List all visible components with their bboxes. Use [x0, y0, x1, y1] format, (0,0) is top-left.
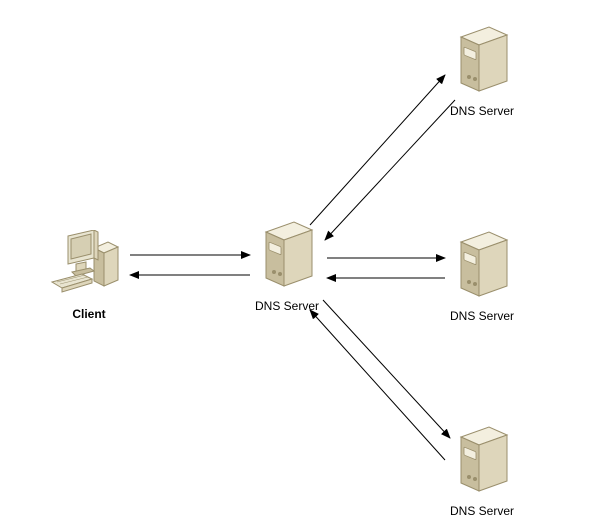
server-icon — [451, 425, 513, 495]
server-icon — [451, 25, 513, 95]
node-dns_bot: DNS Server — [450, 425, 514, 518]
server-icon — [451, 230, 513, 300]
edge-dns_center_BR-dns_bot_TL — [323, 300, 450, 438]
node-label-dns_bot: DNS Server — [450, 504, 514, 518]
node-dns_center: DNS Server — [255, 220, 319, 313]
node-label-client: Client — [50, 307, 128, 321]
node-label-dns_mid: DNS Server — [450, 309, 514, 323]
node-dns_mid: DNS Server — [450, 230, 514, 323]
edge-dns_center_TR-dns_top_BL — [310, 75, 445, 225]
client-computer-icon — [50, 230, 128, 298]
server-icon — [256, 220, 318, 290]
node-label-dns_top: DNS Server — [450, 104, 514, 118]
node-client: Client — [50, 230, 128, 321]
node-label-dns_center: DNS Server — [255, 299, 319, 313]
edge-dns_bot_TL-dns_center_BR — [310, 310, 445, 460]
node-dns_top: DNS Server — [450, 25, 514, 118]
edge-dns_top_BL-dns_center_TR — [325, 100, 455, 240]
